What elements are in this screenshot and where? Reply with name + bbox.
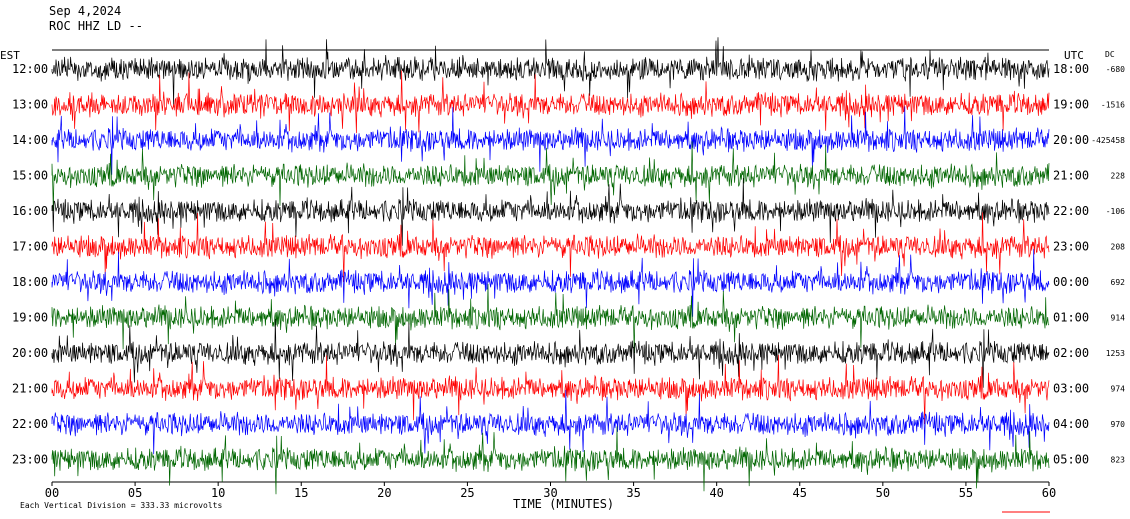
left-time-label: 20:00	[12, 346, 48, 360]
left-time-label: 12:00	[12, 62, 48, 76]
left-time-label: 14:00	[12, 133, 48, 147]
dc-value-label: -1516	[1101, 101, 1125, 110]
right-time-label: 18:00	[1053, 62, 1089, 76]
trace-line	[51, 106, 1050, 175]
x-tick-label: 55	[959, 486, 973, 500]
dc-value-label: 970	[1111, 420, 1126, 429]
x-tick-label: 25	[460, 486, 474, 500]
left-time-label: 16:00	[12, 204, 48, 218]
left-time-label: 22:00	[12, 417, 48, 431]
right-time-label: 03:00	[1053, 382, 1089, 396]
trace-line	[51, 283, 1050, 354]
dc-value-label: -425458	[1091, 136, 1125, 145]
dc-value-label: 914	[1111, 314, 1126, 323]
right-time-label: 23:00	[1053, 240, 1089, 254]
dc-value-label: -680	[1106, 65, 1125, 74]
x-tick-label: 20	[377, 486, 391, 500]
trace-line	[51, 248, 1050, 317]
x-tick-label: 05	[128, 486, 142, 500]
trace-line	[51, 354, 1050, 425]
dc-value-label: 823	[1111, 456, 1126, 465]
x-tick-label: 60	[1042, 486, 1056, 500]
x-tick-label: 35	[626, 486, 640, 500]
right-time-label: 01:00	[1053, 311, 1089, 325]
dc-value-label: 208	[1111, 243, 1126, 252]
left-time-label: 13:00	[12, 98, 48, 112]
x-axis-title: TIME (MINUTES)	[513, 497, 614, 511]
right-timezone-label: UTC	[1064, 49, 1084, 62]
left-time-labels: 12:00 13:00 14:00 15:00 16:00 17:00 18:00 19:00…	[12, 62, 48, 467]
dc-value-label: -106	[1106, 207, 1125, 216]
x-axis-ticks: 00 05 10 15 20 25 30 35 40 45 50 55 60	[45, 482, 1056, 500]
trace-line	[51, 212, 1050, 283]
x-tick-label: 40	[709, 486, 723, 500]
dc-value-label: 974	[1111, 385, 1126, 394]
x-tick-label: 00	[45, 486, 59, 500]
right-time-label: 19:00	[1053, 98, 1089, 112]
x-tick-label: 10	[211, 486, 225, 500]
left-time-label: 18:00	[12, 275, 48, 289]
trace-line	[51, 177, 1050, 246]
x-tick-label: 45	[793, 486, 807, 500]
seismic-traces	[51, 37, 1050, 495]
right-time-label: 02:00	[1053, 346, 1089, 360]
x-tick-label: 15	[294, 486, 308, 500]
dc-value-label: 692	[1111, 278, 1126, 287]
trace-line	[51, 141, 1050, 212]
right-time-label: 05:00	[1053, 453, 1089, 467]
left-time-label: 17:00	[12, 240, 48, 254]
trace-line	[51, 70, 1050, 134]
right-time-label: 20:00	[1053, 133, 1089, 147]
right-time-label: 21:00	[1053, 169, 1089, 183]
x-tick-label: 50	[876, 486, 890, 500]
trace-line	[51, 389, 1050, 455]
trace-line	[51, 426, 1050, 495]
left-time-label: 23:00	[12, 453, 48, 467]
right-time-label: 04:00	[1053, 417, 1089, 431]
chart-date: Sep 4,2024	[49, 4, 121, 18]
dc-value-labels: -680 -1516 -425458 228 -106 208 692 914 1253 974 9…	[1091, 65, 1125, 465]
left-time-label: 15:00	[12, 169, 48, 183]
dc-column-label: DC	[1105, 50, 1115, 59]
dc-value-label: 1253	[1106, 349, 1125, 358]
right-time-labels: 18:00 19:00 20:00 21:00 22:00 23:00 00:00 01:00…	[1053, 62, 1089, 467]
trace-line	[51, 318, 1050, 388]
x-tick-label: 30	[543, 486, 557, 500]
dc-value-label: 228	[1111, 172, 1126, 181]
right-time-label: 22:00	[1053, 204, 1089, 218]
trace-line	[51, 37, 1050, 105]
scale-note: Each Vertical Division = 333.33 microvol…	[20, 501, 222, 510]
right-time-label: 00:00	[1053, 275, 1089, 289]
chart-station: ROC HHZ LD --	[49, 19, 143, 33]
left-timezone-label: EST	[0, 49, 20, 62]
left-time-label: 21:00	[12, 382, 48, 396]
left-time-label: 19:00	[12, 311, 48, 325]
